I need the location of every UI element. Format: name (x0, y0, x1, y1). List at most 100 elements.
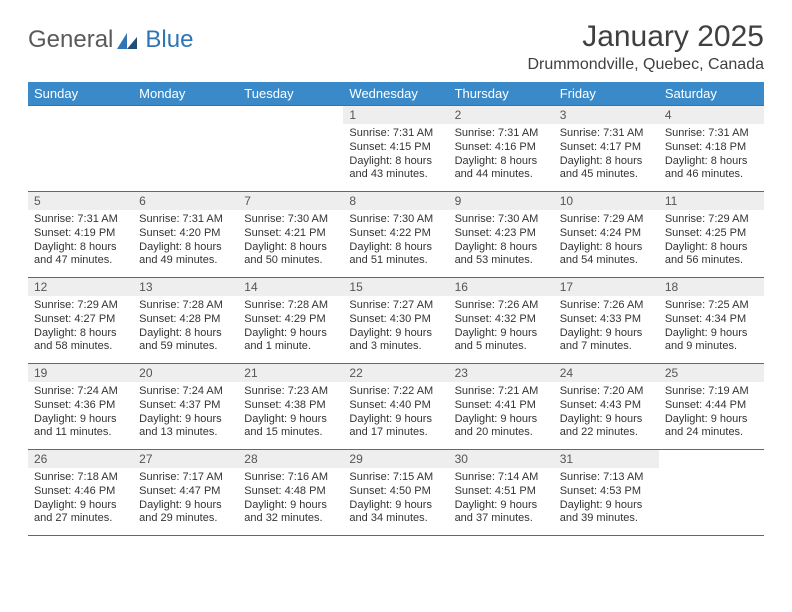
daylight-line: Daylight: 8 hours and 43 minutes. (349, 155, 442, 183)
day-number: 17 (554, 278, 659, 296)
sunset-line: Sunset: 4:28 PM (139, 313, 232, 327)
day-details: Sunrise: 7:26 AMSunset: 4:33 PMDaylight:… (554, 296, 659, 358)
calendar-day-cell: 4Sunrise: 7:31 AMSunset: 4:18 PMDaylight… (659, 106, 764, 192)
calendar-day-cell (133, 106, 238, 192)
sunset-line: Sunset: 4:21 PM (244, 227, 337, 241)
daylight-line: Daylight: 9 hours and 27 minutes. (34, 499, 127, 527)
sunrise-line: Sunrise: 7:31 AM (139, 213, 232, 227)
day-number: 16 (449, 278, 554, 296)
sunset-line: Sunset: 4:33 PM (560, 313, 653, 327)
sunset-line: Sunset: 4:48 PM (244, 485, 337, 499)
sunrise-line: Sunrise: 7:26 AM (455, 299, 548, 313)
calendar-week-row: 26Sunrise: 7:18 AMSunset: 4:46 PMDayligh… (28, 450, 764, 536)
day-details: Sunrise: 7:18 AMSunset: 4:46 PMDaylight:… (28, 468, 133, 530)
day-details: Sunrise: 7:13 AMSunset: 4:53 PMDaylight:… (554, 468, 659, 530)
weekday-header: Wednesday (343, 82, 448, 106)
calendar-day-cell: 29Sunrise: 7:15 AMSunset: 4:50 PMDayligh… (343, 450, 448, 536)
calendar-day-cell: 6Sunrise: 7:31 AMSunset: 4:20 PMDaylight… (133, 192, 238, 278)
calendar-day-cell (28, 106, 133, 192)
calendar-day-cell: 3Sunrise: 7:31 AMSunset: 4:17 PMDaylight… (554, 106, 659, 192)
sunset-line: Sunset: 4:40 PM (349, 399, 442, 413)
sunrise-line: Sunrise: 7:30 AM (349, 213, 442, 227)
day-details: Sunrise: 7:20 AMSunset: 4:43 PMDaylight:… (554, 382, 659, 444)
sunrise-line: Sunrise: 7:27 AM (349, 299, 442, 313)
sunset-line: Sunset: 4:44 PM (665, 399, 758, 413)
daylight-line: Daylight: 8 hours and 49 minutes. (139, 241, 232, 269)
daylight-line: Daylight: 8 hours and 58 minutes. (34, 327, 127, 355)
calendar-day-cell: 28Sunrise: 7:16 AMSunset: 4:48 PMDayligh… (238, 450, 343, 536)
sunset-line: Sunset: 4:47 PM (139, 485, 232, 499)
day-number: 24 (554, 364, 659, 382)
sunrise-line: Sunrise: 7:24 AM (139, 385, 232, 399)
calendar-day-cell: 14Sunrise: 7:28 AMSunset: 4:29 PMDayligh… (238, 278, 343, 364)
sunrise-line: Sunrise: 7:23 AM (244, 385, 337, 399)
calendar-day-cell: 30Sunrise: 7:14 AMSunset: 4:51 PMDayligh… (449, 450, 554, 536)
day-details: Sunrise: 7:22 AMSunset: 4:40 PMDaylight:… (343, 382, 448, 444)
day-number: 25 (659, 364, 764, 382)
daylight-line: Daylight: 9 hours and 20 minutes. (455, 413, 548, 441)
sunset-line: Sunset: 4:29 PM (244, 313, 337, 327)
sunset-line: Sunset: 4:37 PM (139, 399, 232, 413)
logo-text-blue: Blue (145, 26, 193, 54)
day-number: 7 (238, 192, 343, 210)
calendar-day-cell: 31Sunrise: 7:13 AMSunset: 4:53 PMDayligh… (554, 450, 659, 536)
day-details: Sunrise: 7:17 AMSunset: 4:47 PMDaylight:… (133, 468, 238, 530)
calendar-day-cell: 5Sunrise: 7:31 AMSunset: 4:19 PMDaylight… (28, 192, 133, 278)
sunrise-line: Sunrise: 7:13 AM (560, 471, 653, 485)
day-details: Sunrise: 7:24 AMSunset: 4:36 PMDaylight:… (28, 382, 133, 444)
sunset-line: Sunset: 4:19 PM (34, 227, 127, 241)
sunrise-line: Sunrise: 7:15 AM (349, 471, 442, 485)
location: Drummondville, Quebec, Canada (527, 56, 764, 74)
day-number: 3 (554, 106, 659, 124)
daylight-line: Daylight: 9 hours and 1 minute. (244, 327, 337, 355)
calendar-day-cell: 23Sunrise: 7:21 AMSunset: 4:41 PMDayligh… (449, 364, 554, 450)
calendar-day-cell: 1Sunrise: 7:31 AMSunset: 4:15 PMDaylight… (343, 106, 448, 192)
day-details: Sunrise: 7:31 AMSunset: 4:19 PMDaylight:… (28, 210, 133, 272)
day-number: 6 (133, 192, 238, 210)
day-details: Sunrise: 7:31 AMSunset: 4:20 PMDaylight:… (133, 210, 238, 272)
calendar-day-cell (238, 106, 343, 192)
weekday-header: Friday (554, 82, 659, 106)
day-details: Sunrise: 7:28 AMSunset: 4:28 PMDaylight:… (133, 296, 238, 358)
calendar-week-row: 19Sunrise: 7:24 AMSunset: 4:36 PMDayligh… (28, 364, 764, 450)
daylight-line: Daylight: 8 hours and 45 minutes. (560, 155, 653, 183)
logo: General Blue (28, 26, 193, 54)
day-details: Sunrise: 7:16 AMSunset: 4:48 PMDaylight:… (238, 468, 343, 530)
weekday-header-row: Sunday Monday Tuesday Wednesday Thursday… (28, 82, 764, 106)
calendar-day-cell: 25Sunrise: 7:19 AMSunset: 4:44 PMDayligh… (659, 364, 764, 450)
daylight-line: Daylight: 8 hours and 44 minutes. (455, 155, 548, 183)
sunrise-line: Sunrise: 7:21 AM (455, 385, 548, 399)
day-number: 19 (28, 364, 133, 382)
calendar-day-cell: 21Sunrise: 7:23 AMSunset: 4:38 PMDayligh… (238, 364, 343, 450)
sunrise-line: Sunrise: 7:19 AM (665, 385, 758, 399)
weekday-header: Sunday (28, 82, 133, 106)
daylight-line: Daylight: 8 hours and 47 minutes. (34, 241, 127, 269)
daylight-line: Daylight: 8 hours and 53 minutes. (455, 241, 548, 269)
sunrise-line: Sunrise: 7:31 AM (665, 127, 758, 141)
day-details: Sunrise: 7:24 AMSunset: 4:37 PMDaylight:… (133, 382, 238, 444)
day-number: 28 (238, 450, 343, 468)
day-number: 5 (28, 192, 133, 210)
daylight-line: Daylight: 9 hours and 32 minutes. (244, 499, 337, 527)
calendar-week-row: 12Sunrise: 7:29 AMSunset: 4:27 PMDayligh… (28, 278, 764, 364)
calendar-day-cell: 26Sunrise: 7:18 AMSunset: 4:46 PMDayligh… (28, 450, 133, 536)
calendar-day-cell: 15Sunrise: 7:27 AMSunset: 4:30 PMDayligh… (343, 278, 448, 364)
sunset-line: Sunset: 4:17 PM (560, 141, 653, 155)
weekday-header: Thursday (449, 82, 554, 106)
calendar-day-cell: 22Sunrise: 7:22 AMSunset: 4:40 PMDayligh… (343, 364, 448, 450)
calendar-day-cell: 20Sunrise: 7:24 AMSunset: 4:37 PMDayligh… (133, 364, 238, 450)
daylight-line: Daylight: 8 hours and 51 minutes. (349, 241, 442, 269)
calendar-day-cell: 12Sunrise: 7:29 AMSunset: 4:27 PMDayligh… (28, 278, 133, 364)
day-details: Sunrise: 7:30 AMSunset: 4:21 PMDaylight:… (238, 210, 343, 272)
day-details: Sunrise: 7:31 AMSunset: 4:15 PMDaylight:… (343, 124, 448, 186)
sunrise-line: Sunrise: 7:30 AM (244, 213, 337, 227)
day-details: Sunrise: 7:21 AMSunset: 4:41 PMDaylight:… (449, 382, 554, 444)
calendar-day-cell: 10Sunrise: 7:29 AMSunset: 4:24 PMDayligh… (554, 192, 659, 278)
sunset-line: Sunset: 4:38 PM (244, 399, 337, 413)
sunset-line: Sunset: 4:27 PM (34, 313, 127, 327)
day-number: 14 (238, 278, 343, 296)
sunset-line: Sunset: 4:34 PM (665, 313, 758, 327)
sunrise-line: Sunrise: 7:18 AM (34, 471, 127, 485)
sunset-line: Sunset: 4:53 PM (560, 485, 653, 499)
daylight-line: Daylight: 9 hours and 5 minutes. (455, 327, 548, 355)
